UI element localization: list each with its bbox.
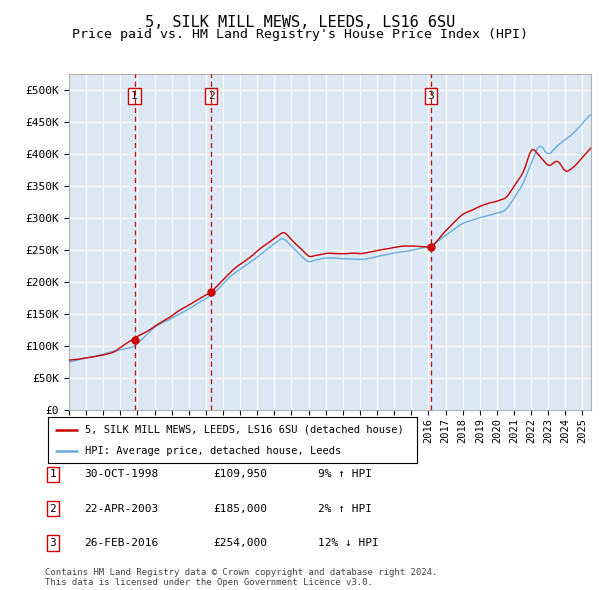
Text: HPI: Average price, detached house, Leeds: HPI: Average price, detached house, Leed… <box>85 445 341 455</box>
Text: 2% ↑ HPI: 2% ↑ HPI <box>318 504 372 513</box>
Text: 22-APR-2003: 22-APR-2003 <box>84 504 158 513</box>
Text: 3: 3 <box>49 538 56 548</box>
Text: 3: 3 <box>428 91 434 101</box>
Text: £254,000: £254,000 <box>213 538 267 548</box>
Text: 30-OCT-1998: 30-OCT-1998 <box>84 470 158 479</box>
Text: 26-FEB-2016: 26-FEB-2016 <box>84 538 158 548</box>
Text: 12% ↓ HPI: 12% ↓ HPI <box>318 538 379 548</box>
Text: 5, SILK MILL MEWS, LEEDS, LS16 6SU (detached house): 5, SILK MILL MEWS, LEEDS, LS16 6SU (deta… <box>85 425 404 435</box>
Text: 1: 1 <box>131 91 138 101</box>
Text: 1: 1 <box>49 470 56 479</box>
Text: Price paid vs. HM Land Registry's House Price Index (HPI): Price paid vs. HM Land Registry's House … <box>72 28 528 41</box>
Text: 2: 2 <box>208 91 215 101</box>
Text: 5, SILK MILL MEWS, LEEDS, LS16 6SU: 5, SILK MILL MEWS, LEEDS, LS16 6SU <box>145 15 455 30</box>
Text: Contains HM Land Registry data © Crown copyright and database right 2024.
This d: Contains HM Land Registry data © Crown c… <box>45 568 437 587</box>
Text: £185,000: £185,000 <box>213 504 267 513</box>
Text: 2: 2 <box>49 504 56 513</box>
Text: £109,950: £109,950 <box>213 470 267 479</box>
Text: 9% ↑ HPI: 9% ↑ HPI <box>318 470 372 479</box>
